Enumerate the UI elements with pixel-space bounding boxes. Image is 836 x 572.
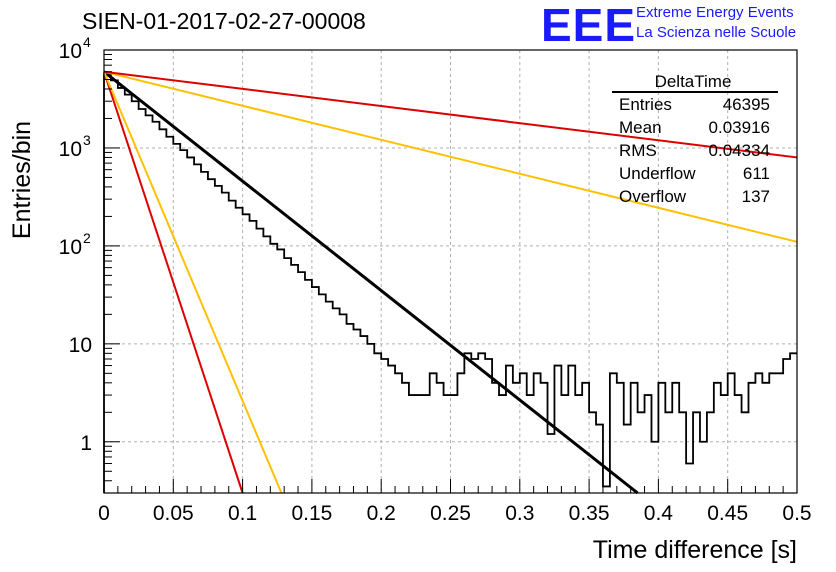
stats-label: Overflow (619, 187, 687, 206)
stats-box-title: DeltaTime (655, 72, 732, 91)
x-tick-label: 0.05 (153, 502, 194, 525)
stats-label: RMS (619, 141, 657, 160)
x-tick-label: 0.2 (367, 502, 396, 525)
y-tick-exponent: 3 (83, 132, 91, 148)
y-tick-exponent: 4 (83, 34, 91, 50)
stats-value: 137 (742, 187, 770, 206)
stats-value: 46395 (723, 95, 770, 114)
histogram-title: SIEN-01-2017-02-27-00008 (82, 8, 366, 34)
histogram-line (103, 73, 797, 493)
y-tick-label: 10 (59, 236, 82, 259)
stats-label: Mean (619, 118, 662, 137)
fit-line (103, 70, 639, 495)
reference-curve (103, 71, 283, 494)
x-axis-label: Time difference [s] (593, 536, 797, 564)
y-axis-label: Entries/bin (8, 121, 36, 239)
x-tick-label: 0.35 (569, 502, 610, 525)
logo-caption-line2: La Scienza nelle Scuole (636, 24, 797, 41)
y-tick-label: 10 (59, 40, 82, 63)
x-tick-label: 0.45 (707, 502, 748, 525)
axis-ticks (103, 49, 798, 494)
eee-logo: EEE (541, 0, 637, 51)
y-tick-label: 10 (59, 138, 82, 161)
x-tick-label: 0.3 (505, 502, 534, 525)
reference-curve (103, 71, 244, 494)
x-tick-label: 0.15 (291, 502, 332, 525)
stats-value: 611 (743, 164, 770, 183)
stats-box: DeltaTime Entries 46395 Mean 0.03916 RMS 0.04… (612, 72, 778, 206)
x-tick-label: 0.4 (644, 502, 674, 525)
x-tick-label: 0.25 (430, 502, 471, 525)
stats-label: Entries (619, 95, 672, 114)
x-tick-label: 0.1 (228, 502, 257, 525)
fit-curves (103, 70, 798, 495)
histogram-steps (103, 73, 797, 493)
y-tick-label: 1 (80, 432, 92, 455)
stats-label: Underflow (619, 164, 696, 183)
logo-caption-line1: Extreme Energy Events (636, 4, 794, 21)
reference-curve (103, 70, 798, 159)
y-tick-label: 10 (69, 334, 92, 357)
x-tick-labels: 0 0.05 0.1 0.15 0.2 0.25 0.3 0.35 0.4 0.45 0.5 (98, 502, 811, 525)
stats-value: 0.04334 (709, 141, 770, 160)
stats-value: 0.03916 (709, 118, 770, 137)
x-tick-label: 0 (98, 502, 110, 525)
reference-curve (103, 70, 798, 243)
y-tick-exponent: 2 (83, 230, 91, 246)
x-tick-label: 0.5 (782, 502, 811, 525)
